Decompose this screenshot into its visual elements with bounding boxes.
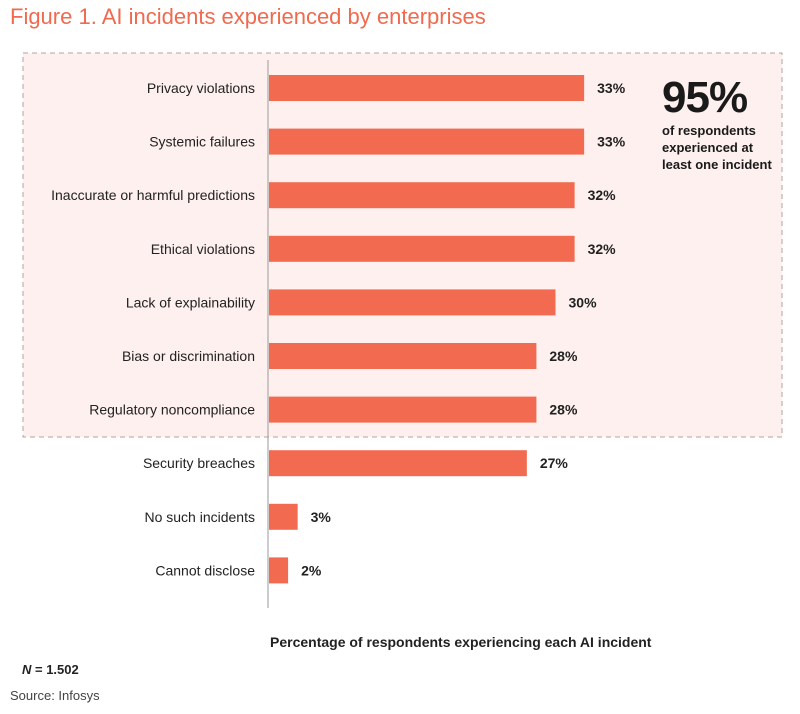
value-label: 33% — [597, 80, 626, 96]
value-label: 3% — [311, 509, 332, 525]
category-label: Cannot disclose — [155, 562, 255, 578]
bar — [269, 396, 537, 423]
value-label: 33% — [597, 134, 626, 150]
category-label: Security breaches — [143, 455, 255, 471]
x-axis-label: Percentage of respondents experiencing e… — [270, 634, 652, 650]
category-label: Privacy violations — [147, 80, 255, 96]
category-label: Lack of explainability — [126, 294, 255, 310]
value-label: 32% — [588, 241, 617, 257]
category-label: Inaccurate or harmful predictions — [51, 187, 255, 203]
value-label: 32% — [588, 187, 617, 203]
bar — [269, 75, 585, 101]
n-value: = 1.502 — [31, 662, 79, 677]
callout: 95% of respondents experienced at least … — [662, 76, 792, 173]
callout-text: of respondents experienced at least one … — [662, 122, 792, 173]
bar — [269, 128, 585, 155]
bars-group: Privacy violations 33% Systemic failures 33… — [51, 75, 626, 584]
bar — [269, 450, 527, 477]
category-label: Ethical violations — [151, 241, 255, 257]
value-label: 27% — [540, 455, 569, 471]
n-symbol: N — [22, 662, 32, 677]
sample-size-note: N = 1.502 — [22, 662, 79, 677]
category-label: Regulatory noncompliance — [89, 402, 255, 418]
category-label: Bias or discrimination — [122, 348, 255, 364]
value-label: 2% — [301, 562, 322, 578]
bar — [269, 235, 575, 262]
value-label: 28% — [549, 348, 578, 364]
callout-value: 95% — [662, 73, 748, 122]
bar — [269, 289, 556, 316]
category-label: Systemic failures — [149, 134, 255, 150]
value-label: 28% — [549, 402, 578, 418]
source-note: Source: Infosys — [10, 688, 100, 703]
bar — [269, 182, 575, 209]
value-label: 30% — [569, 294, 598, 310]
category-label: No such incidents — [144, 509, 255, 525]
bar — [269, 343, 537, 369]
callout-line: experienced at — [662, 140, 754, 155]
chart-title: Figure 1. AI incidents experienced by en… — [10, 4, 486, 29]
bar — [269, 503, 298, 530]
callout-line: least one incident — [662, 157, 772, 172]
bar — [269, 557, 289, 584]
callout-line: of respondents — [662, 123, 756, 138]
